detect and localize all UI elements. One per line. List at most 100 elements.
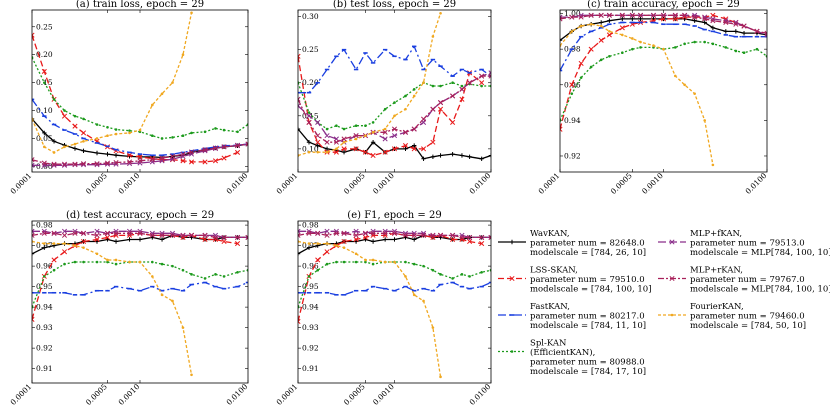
marker-dot	[171, 299, 174, 303]
marker-x	[341, 136, 347, 142]
chart-panel-2: (b) test loss, epoch = 29 0.10 0.15 0.20 0.2…	[274, 0, 492, 196]
marker-plus	[411, 143, 417, 148]
marker-dot	[683, 42, 686, 46]
marker-x	[411, 146, 417, 152]
marker-dot	[431, 326, 435, 329]
marker-dot	[151, 275, 154, 278]
marker-x	[298, 96, 301, 102]
marker-plus	[479, 156, 484, 161]
x-tick-label: 0.0100	[224, 171, 249, 196]
marker-dot	[621, 33, 624, 37]
marker-x	[80, 230, 87, 236]
marker-plus	[81, 148, 86, 153]
marker-x	[234, 149, 241, 156]
marker-x	[324, 133, 330, 139]
legend-label: WavKAN,	[530, 229, 570, 239]
marker-x	[420, 146, 427, 152]
marker-dot	[73, 114, 77, 118]
marker-dot	[451, 81, 454, 85]
marker-x	[315, 139, 321, 145]
series-line-fastkan	[32, 281, 248, 296]
marker-dot	[510, 350, 514, 353]
marker-x	[61, 232, 68, 238]
marker-dot	[43, 275, 46, 278]
legend-label: parameter num = 79513.0	[690, 239, 805, 249]
legend-item-wavkan: WavKAN,parameter num = 82648.0modelscale…	[498, 229, 646, 258]
series-line-mlp-fkan	[32, 143, 248, 166]
x-tick-label: 0.0010	[116, 382, 141, 407]
marker-dot	[364, 124, 367, 128]
plot-frame	[31, 220, 249, 384]
marker-dot	[480, 84, 483, 88]
marker-dot	[439, 12, 442, 15]
marker-dot	[673, 46, 677, 49]
marker-x	[149, 157, 155, 163]
marker-x	[32, 232, 35, 238]
chart-panel-5: (e) F1, epoch = 29 0.91 0.92 0.93 0.94 0.95 0.…	[274, 210, 492, 407]
marker-dot	[734, 49, 738, 53]
marker-x	[324, 139, 330, 145]
plot-frame	[297, 9, 492, 173]
x-tick-label: 0.0010	[371, 171, 396, 196]
marker-x	[61, 249, 68, 255]
marker-x	[94, 161, 100, 167]
marker-x	[234, 143, 241, 149]
x-tick-label: 0.0100	[224, 382, 249, 407]
marker-dot	[371, 131, 375, 134]
legend-label: parameter num = 80988.0	[530, 358, 645, 368]
legend-label: modelscale = MLP[784, 100, 10]	[690, 248, 830, 258]
legend: WavKAN,parameter num = 82648.0modelscale…	[498, 229, 830, 377]
y-tick-label: 0.20	[302, 78, 319, 87]
marker-x	[411, 232, 417, 238]
x-tick-label: 0.0001	[8, 382, 33, 407]
marker-dot	[73, 260, 77, 264]
marker-dot	[171, 136, 174, 139]
y-tick-label: 1.00	[564, 9, 581, 18]
legend-label: MLP+rKAN,	[690, 266, 743, 276]
marker-x	[341, 146, 347, 152]
marker-x	[341, 230, 347, 236]
y-tick-label: 0.20	[36, 50, 53, 59]
legend-item-mlp-fkan: MLP+fKAN,parameter num = 79513.0modelsca…	[658, 229, 830, 258]
marker-x	[450, 232, 456, 238]
marker-dot	[342, 260, 346, 264]
marker-x	[437, 100, 444, 106]
marker-dot	[63, 262, 66, 266]
marker-plus	[32, 251, 35, 257]
marker-x	[669, 275, 675, 282]
marker-x	[221, 144, 227, 150]
series-line-fourierkan	[298, 240, 442, 377]
marker-x	[137, 230, 143, 236]
x-tick-label: 0.0001	[8, 171, 33, 196]
marker-x	[32, 316, 35, 322]
marker-dot	[683, 83, 686, 87]
marker-dot	[52, 98, 56, 101]
marker-x	[382, 129, 388, 135]
marker-dot	[325, 150, 329, 154]
series-line-spl-kan	[32, 57, 248, 140]
marker-plus	[370, 140, 376, 145]
y-tick-label: 0.94	[36, 303, 53, 312]
marker-x	[479, 241, 485, 247]
marker-plus	[607, 18, 612, 23]
marker-x	[619, 12, 625, 18]
marker-x	[104, 230, 111, 236]
y-tick-label: 0.91	[302, 364, 319, 373]
marker-dot	[73, 142, 77, 146]
marker-dot	[190, 273, 193, 276]
marker-x	[391, 146, 398, 152]
marker-dot	[354, 124, 358, 128]
marker-x	[402, 142, 409, 149]
marker-plus	[630, 16, 635, 22]
legend-label: parameter num = 80217.0	[530, 312, 645, 322]
marker-x	[741, 23, 747, 29]
marker-dot	[82, 139, 85, 143]
marker-x	[467, 234, 473, 240]
marker-dot	[703, 119, 706, 122]
marker-plus	[403, 146, 408, 152]
marker-dot	[114, 132, 118, 136]
marker-dot	[214, 273, 217, 276]
marker-x	[94, 228, 100, 234]
marker-dot	[383, 107, 387, 111]
marker-dot	[639, 40, 642, 44]
